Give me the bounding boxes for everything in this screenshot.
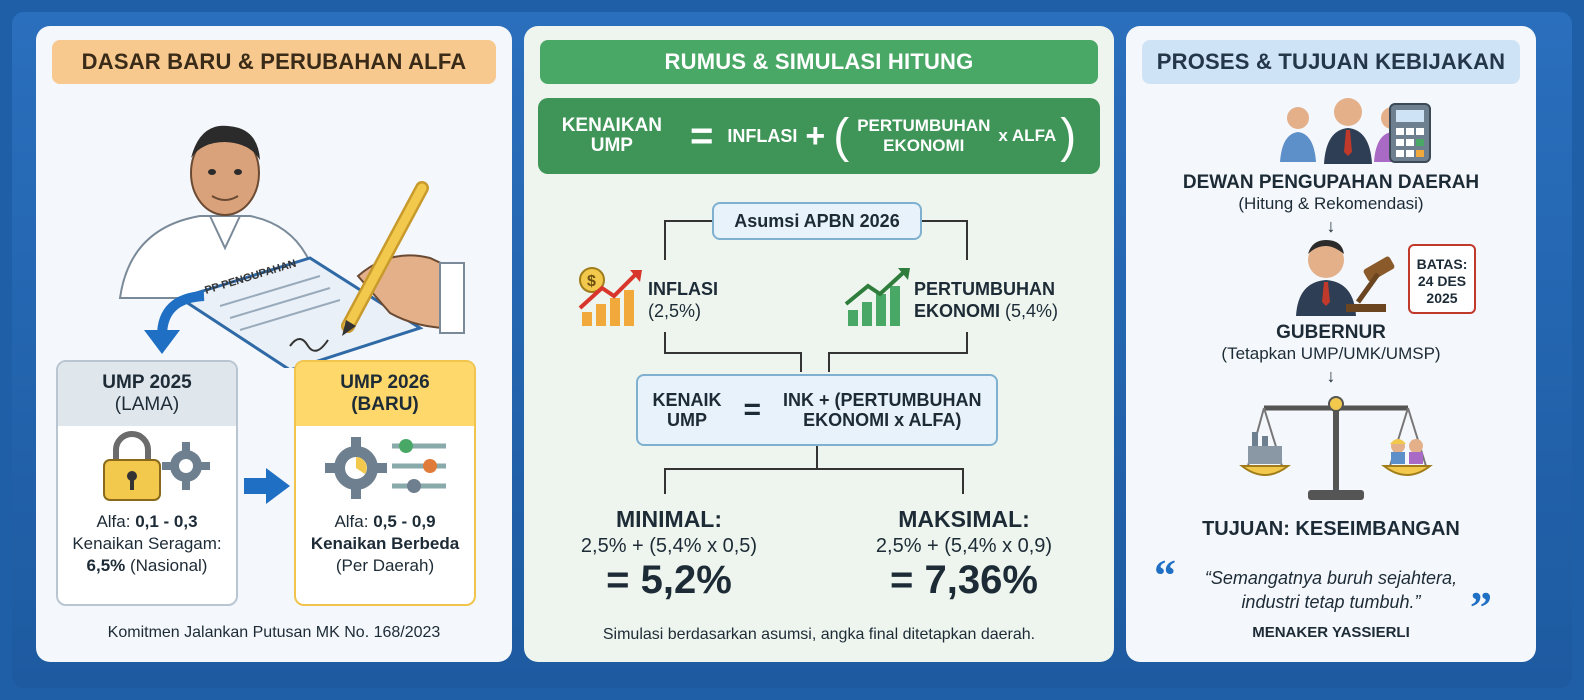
alfa-label: Alfa: <box>334 512 374 531</box>
formula-inflasi: INFLASI <box>727 125 798 146</box>
ump-2025-card: UMP 2025 (LAMA) Alfa: 0,1 - 0,3 Kenaikan… <box>56 360 238 606</box>
pen-icon <box>341 181 429 336</box>
right-arrow-icon <box>244 468 290 504</box>
gavel-icon <box>1346 256 1395 312</box>
ump-2025-subtitle: (LAMA) <box>114 394 180 415</box>
governor-title: GUBERNUR <box>1276 322 1386 343</box>
maximal-label: MAKSIMAL: <box>898 506 1030 532</box>
simulation-formula-box: KENAIK UMP = INK + (PERTUMBUHAN EKONOMI x … <box>636 374 998 446</box>
deadline-label: BATAS: <box>1416 256 1468 272</box>
panel-formula: RUMUS & SIMULASI HITUNG KENAIKAN UMP = I… <box>524 26 1114 662</box>
governor-gavel-icon <box>1296 240 1395 316</box>
growth-label-2: EKONOMI <box>914 301 1001 321</box>
deadline-year: 2025 <box>1426 290 1458 306</box>
ump-2026-card: UMP 2026 (BARU) Alfa: 0,5 - 0,9 Kenaikan <box>294 360 476 606</box>
growth-value: (5,4%) <box>1005 301 1059 321</box>
ump-2025-title: UMP 2025 <box>102 372 192 393</box>
formula-equals: = <box>689 113 714 158</box>
calculator-icon <box>1389 103 1431 163</box>
alfa-value-old: 0,1 - 0,3 <box>135 512 198 531</box>
quote-line-2: industri tetap tumbuh.” <box>1241 592 1421 612</box>
formula-growth-2: EKONOMI <box>883 136 965 155</box>
inflation-chart-icon: $ <box>578 267 642 326</box>
council-subtitle: (Hitung & Rekomendasi) <box>1238 194 1424 213</box>
quote-open-icon: “ <box>1154 551 1176 600</box>
mk-ruling-footer: Komitmen Jalankan Putusan MK No. 168/202… <box>107 624 441 641</box>
formula-open-paren: ( <box>833 109 850 163</box>
increase-note-new: (Per Daerah) <box>335 556 435 575</box>
curved-arrow-icon <box>144 291 205 354</box>
minimal-label: MINIMAL: <box>615 506 723 532</box>
quote-author: MENAKER YASSIERLI <box>1252 624 1410 641</box>
down-arrow-icon: ↓ <box>1326 216 1336 236</box>
alfa-label: Alfa: <box>96 512 136 531</box>
formula-lhs-1: KENAIKAN <box>561 115 662 136</box>
apbn-assumption-box: Asumsi APBN 2026 <box>712 202 922 240</box>
mid-rhs-1: INK + (PERTUMBUHAN <box>783 390 982 410</box>
ump-2026-body: Alfa: 0,5 - 0,9 Kenaikan Berbeda (Per Da… <box>296 511 474 577</box>
formula-close-paren: ) <box>1060 109 1077 163</box>
deadline-calendar: BATAS: 24 DES 2025 <box>1408 244 1476 314</box>
growth-chart-icon <box>844 268 910 326</box>
minister-quote: “Semangatnya buruh sejahtera, industri t… <box>1172 566 1490 614</box>
mid-equals: = <box>743 393 762 426</box>
panel-legal-basis: DASAR BARU & PERUBAHAN ALFA PP PENGUPAHA… <box>36 26 512 662</box>
ump-2025-header: UMP 2025 (LAMA) <box>58 362 236 426</box>
growth-label-1: PERTUMBUHAN <box>914 279 1055 299</box>
factory-icon <box>1248 432 1282 464</box>
increase-label-new: Kenaikan Berbeda <box>310 534 460 553</box>
minimal-result: = 5,2% <box>606 558 732 602</box>
main-formula: KENAIKAN UMP = INFLASI + ( PERTUMBUHAN E… <box>538 98 1100 174</box>
formula-lhs-2: UMP <box>590 135 633 156</box>
formula-times-alfa: x ALFA <box>998 126 1057 145</box>
maximal-simulation: MAKSIMAL: 2,5% + (5,4% x 0,9) = 7,36% <box>824 506 1104 602</box>
panel-title-formula: RUMUS & SIMULASI HITUNG <box>540 40 1098 84</box>
formula-growth-1: PERTUMBUHAN <box>857 116 991 135</box>
ump-2025-body: Alfa: 0,1 - 0,3 Kenaikan Seragam: 6,5% (… <box>58 511 236 577</box>
gear-icon <box>162 442 210 490</box>
down-arrow-icon: ↓ <box>1326 366 1336 386</box>
gear-sliders-icon <box>325 437 446 499</box>
mid-lhs-2: UMP <box>666 410 707 430</box>
council-title: DEWAN PENGUPAHAN DAERAH <box>1182 172 1480 193</box>
quote-close-icon: ” <box>1470 583 1492 632</box>
quote-line-1: “Semangatnya buruh sejahtera, <box>1204 568 1458 588</box>
panel-title-process: PROSES & TUJUAN KEBIJAKAN <box>1142 40 1520 84</box>
ump-2026-title: UMP 2026 <box>340 372 430 393</box>
deadline-date: 24 DES <box>1417 273 1467 289</box>
minimal-simulation: MINIMAL: 2,5% + (5,4% x 0,5) = 5,2% <box>534 506 804 602</box>
policy-goal: TUJUAN: KESEIMBANGAN <box>1202 518 1460 540</box>
formula-plus: + <box>805 116 826 155</box>
workers-icon <box>1390 439 1423 464</box>
mid-rhs-2: EKONOMI x ALFA) <box>803 410 962 430</box>
governor-subtitle: (Tetapkan UMP/UMK/UMSP) <box>1221 344 1441 363</box>
inflation-value: (2,5%) <box>648 301 702 321</box>
simulation-footer: Simulasi berdasarkan asumsi, angka final… <box>602 626 1036 643</box>
mid-lhs-1: KENAIK <box>652 390 722 410</box>
maximal-result: = 7,36% <box>890 558 1038 602</box>
ump-2026-subtitle: (BARU) <box>351 394 419 415</box>
ump-2026-header: UMP 2026 (BARU) <box>296 362 474 426</box>
sliders-icon <box>392 439 446 493</box>
balance-scale-icon <box>1239 396 1433 500</box>
growth-label-group: PERTUMBUHAN EKONOMI (5,4%) <box>914 278 1058 322</box>
document-icon <box>176 256 424 368</box>
svg-text:$: $ <box>587 273 596 290</box>
president-signing-illustration: PP PENGUPAHAN <box>118 125 465 368</box>
increase-note-old: (Nasional) <box>125 556 208 575</box>
panel-title-legal-basis: DASAR BARU & PERUBAHAN ALFA <box>52 40 496 84</box>
minimal-calc: 2,5% + (5,4% x 0,5) <box>580 535 758 557</box>
panel-process: PROSES & TUJUAN KEBIJAKAN DEWAN PENGUPAH… <box>1126 26 1536 662</box>
increase-value-old: 6,5% <box>86 556 126 575</box>
alfa-value-new: 0,5 - 0,9 <box>373 512 436 531</box>
lock-gear-icon <box>103 431 210 501</box>
maximal-calc: 2,5% + (5,4% x 0,9) <box>875 535 1053 557</box>
inflation-label-group: INFLASI (2,5%) <box>648 278 718 322</box>
inflation-label: INFLASI <box>648 279 718 299</box>
increase-label-old: Kenaikan Seragam: <box>72 534 222 553</box>
